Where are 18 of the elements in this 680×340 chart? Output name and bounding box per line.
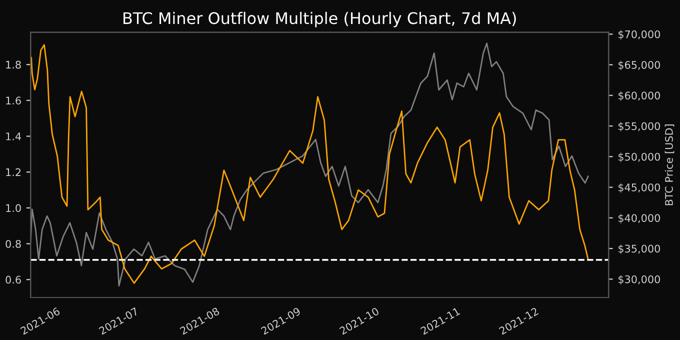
y2-tick-label: $60,000 [618,91,660,101]
y2-axis-title: BTC Price [USD] [664,124,674,206]
y2-tick-label: $45,000 [618,183,660,193]
y-tick-label: 1.0 [6,204,21,212]
y-tick-label: 1.2 [6,168,21,176]
chart-title: BTC Miner Outflow Multiple (Hourly Chart, 7d MA) [124,12,516,28]
y-tick-label: 1.6 [6,96,21,104]
y2-tick-label: $65,000 [618,60,660,70]
y-tick-label: 0.8 [6,240,21,248]
y2-tick-label: $70,000 [618,30,660,40]
y-tick-label: 0.6 [6,276,21,284]
y2-tick-label: $50,000 [618,152,660,162]
y2-tick-label: $55,000 [618,122,660,132]
y2-tick-label: $35,000 [618,244,660,254]
y-tick-label: 1.8 [6,60,21,69]
y2-tick-label: $30,000 [618,275,660,285]
y2-tick-label: $40,000 [618,214,660,224]
y-tick-label: 1.4 [6,132,21,140]
